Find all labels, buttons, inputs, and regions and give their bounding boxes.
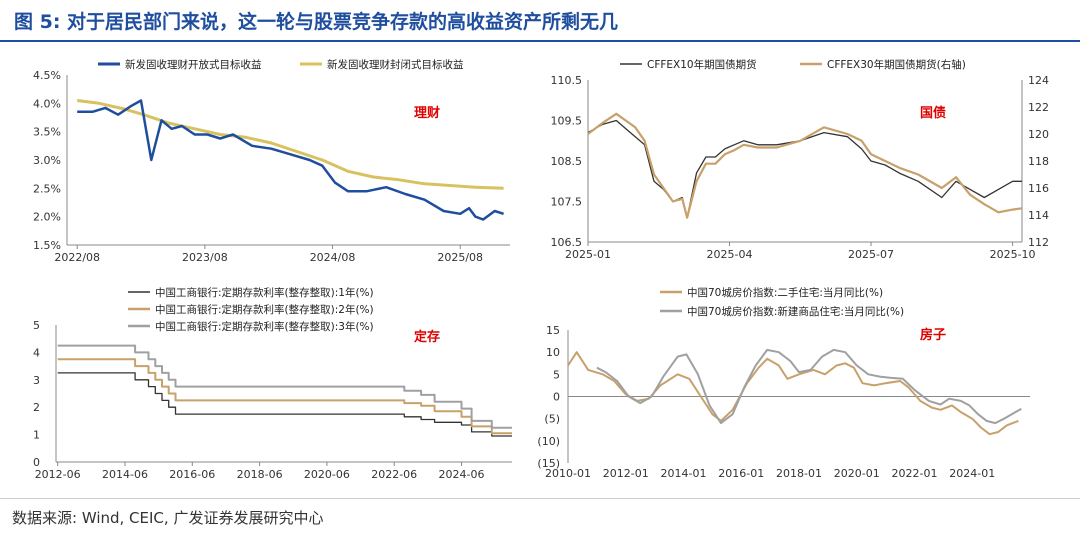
p1-ytick-label: 3.5% bbox=[33, 126, 61, 139]
p4-xtick-label: 2012-01 bbox=[603, 467, 649, 480]
p2-ytick-left-label: 107.5 bbox=[551, 196, 583, 209]
p2-ytick-right-label: 124 bbox=[1028, 74, 1049, 87]
p3-xtick-label: 2014-06 bbox=[102, 468, 148, 481]
p1-ytick-label: 3.0% bbox=[33, 154, 61, 167]
p1-xtick-label: 2025/08 bbox=[437, 251, 483, 264]
p4-xtick-label: 2020-01 bbox=[834, 467, 880, 480]
p4-ytick-label: 5 bbox=[553, 368, 560, 381]
p4-legend-second-hand-label: 中国70城房价指数:二手住宅:当月同比(%) bbox=[687, 286, 883, 299]
p4-xtick-label: 2022-01 bbox=[892, 467, 938, 480]
p1-legend-open-label: 新发固收理财开放式目标收益 bbox=[125, 58, 262, 71]
source-note: 数据来源: Wind, CEIC, 广发证券发展研究中心 bbox=[12, 509, 324, 527]
p2-series-10y bbox=[587, 119, 1022, 219]
p2-ytick-left-label: 108.5 bbox=[551, 155, 583, 168]
p1-xtick-label: 2024/08 bbox=[310, 251, 356, 264]
p3-xtick-label: 2012-06 bbox=[35, 468, 81, 481]
p2-ytick-right-label: 114 bbox=[1028, 209, 1049, 222]
p1-xtick-label: 2022/08 bbox=[54, 251, 100, 264]
p1-ytick-label: 4.5% bbox=[33, 69, 61, 82]
p4-xtick-label: 2010-01 bbox=[545, 467, 591, 480]
p3-ytick-label: 2 bbox=[33, 401, 40, 414]
p2-series-30y bbox=[587, 112, 1023, 219]
p1-series-open bbox=[77, 99, 504, 221]
p4-series-new-home bbox=[596, 348, 1022, 425]
figure-title-bar: 图 5: 对于居民部门来说，这一轮与股票竞争存款的高收益资产所剩无几 bbox=[0, 0, 1080, 42]
p4-ytick-label: 15 bbox=[546, 324, 560, 337]
p2-ytick-right-label: 122 bbox=[1028, 101, 1049, 114]
p3-series-1y bbox=[57, 372, 512, 437]
p4-ytick-label: (15) bbox=[537, 457, 560, 470]
p2-xtick-label: 2025-04 bbox=[707, 248, 753, 261]
p3-legend-1y-label: 中国工商银行:定期存款利率(整存整取):1年(%) bbox=[155, 286, 374, 299]
p4-ytick-label: (5) bbox=[544, 413, 560, 426]
p1-ytick-label: 2.5% bbox=[33, 182, 61, 195]
p1-legend-closed-label: 新发固收理财封闭式目标收益 bbox=[327, 58, 464, 71]
p2-ytick-right-label: 116 bbox=[1028, 182, 1049, 195]
p4-xtick-label: 2016-01 bbox=[718, 467, 764, 480]
p4-ytick-label: 10 bbox=[546, 346, 560, 359]
p3-xtick-label: 2016-06 bbox=[169, 468, 215, 481]
p3-ytick-label: 3 bbox=[33, 374, 40, 387]
p1-tag: 理财 bbox=[414, 105, 440, 121]
source-bar: 数据来源: Wind, CEIC, 广发证券发展研究中心 bbox=[0, 498, 1080, 534]
p3-legend-2y-label: 中国工商银行:定期存款利率(整存整取):2年(%) bbox=[155, 303, 374, 316]
p2-tag: 国债 bbox=[920, 105, 946, 121]
p2-ytick-right-label: 118 bbox=[1028, 155, 1049, 168]
p2-xtick-label: 2025-10 bbox=[990, 248, 1036, 261]
p3-ytick-label: 5 bbox=[33, 319, 40, 332]
p4-tag: 房子 bbox=[920, 327, 946, 343]
p1-xtick-label: 2023/08 bbox=[182, 251, 228, 264]
p2-legend-10y-label: CFFEX10年期国债期货 bbox=[647, 58, 757, 71]
p3-xtick-label: 2018-06 bbox=[237, 468, 283, 481]
p4-ytick-label: 0 bbox=[553, 391, 560, 404]
p4-ytick-label: (10) bbox=[537, 435, 560, 448]
p2-legend-30y-label: CFFEX30年期国债期货(右轴) bbox=[827, 58, 966, 71]
p1-ytick-label: 2.0% bbox=[33, 211, 61, 224]
p3-xtick-label: 2022-06 bbox=[371, 468, 417, 481]
p2-ytick-left-label: 106.5 bbox=[551, 236, 583, 249]
p3-series-3y bbox=[57, 344, 512, 429]
p3-tag: 定存 bbox=[413, 329, 440, 345]
p2-ytick-right-label: 112 bbox=[1028, 236, 1049, 249]
p3-ytick-label: 4 bbox=[33, 346, 40, 359]
p4-xtick-label: 2018-01 bbox=[776, 467, 822, 480]
p4-legend-new-home-label: 中国70城房价指数:新建商品住宅:当月同比(%) bbox=[687, 305, 904, 318]
p3-ytick-label: 1 bbox=[33, 429, 40, 442]
p2-xtick-label: 2025-07 bbox=[848, 248, 894, 261]
p2-ytick-right-label: 120 bbox=[1028, 128, 1049, 141]
p3-xtick-label: 2024-06 bbox=[439, 468, 485, 481]
figure-title: 图 5: 对于居民部门来说，这一轮与股票竞争存款的高收益资产所剩无几 bbox=[14, 11, 619, 33]
p3-series-2y bbox=[57, 358, 512, 435]
p3-xtick-label: 2020-06 bbox=[304, 468, 350, 481]
charts-canvas: 1.5% 2.0% 2.5% 3.0% 3.5% 4.0% 4.5% 2022/08 2023/… bbox=[33, 58, 1049, 481]
p3-legend-3y-label: 中国工商银行:定期存款利率(整存整取):3年(%) bbox=[155, 320, 374, 333]
p3-ytick-label: 0 bbox=[33, 456, 40, 469]
p1-series-closed bbox=[77, 99, 504, 190]
p2-ytick-left-label: 109.5 bbox=[551, 115, 583, 128]
p2-ytick-left-label: 110.5 bbox=[551, 74, 583, 87]
p1-ytick-label: 1.5% bbox=[33, 239, 61, 252]
p4-xtick-label: 2014-01 bbox=[661, 467, 707, 480]
p4-xtick-label: 2024-01 bbox=[949, 467, 995, 480]
p2-xtick-label: 2025-01 bbox=[565, 248, 611, 261]
p1-ytick-label: 4.0% bbox=[33, 97, 61, 110]
